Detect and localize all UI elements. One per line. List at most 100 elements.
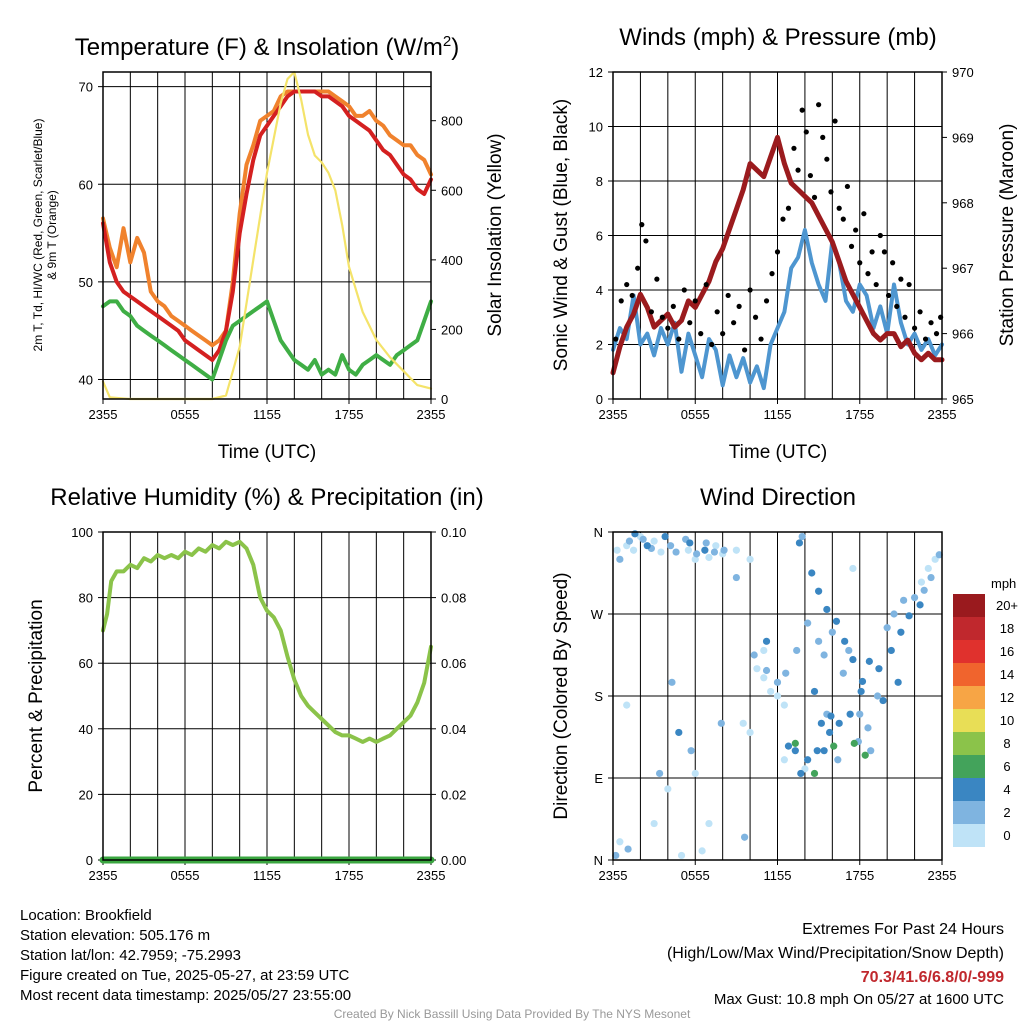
winds-point	[670, 303, 676, 309]
direction-point	[661, 532, 669, 541]
direction-point	[762, 666, 771, 675]
winds-point	[703, 281, 709, 288]
temperature-series-line	[101, 89, 433, 348]
direction-point	[767, 687, 775, 696]
direction-point	[823, 605, 831, 614]
direction-y-tick-label: N	[594, 525, 603, 540]
direction-point	[710, 548, 719, 556]
direction-point	[916, 601, 924, 609]
winds-point	[832, 118, 838, 124]
humidity-plot-frame	[102, 531, 432, 861]
direction-y-tick-label: N	[594, 853, 603, 868]
legend-label: 2	[1003, 805, 1010, 820]
legend-swatch	[953, 663, 985, 686]
direction-point	[672, 548, 680, 556]
direction-point	[675, 728, 683, 737]
winds-point	[676, 336, 682, 342]
extremes-values: 70.3/41.6/6.8/0/-999	[860, 969, 1004, 986]
temperature-plot-frame	[102, 71, 432, 400]
direction-point	[720, 546, 728, 554]
direction-point	[887, 646, 895, 655]
winds-plot-frame	[612, 71, 943, 400]
direction-point	[849, 564, 857, 573]
temperature-x-tick-label: 0555	[171, 407, 200, 422]
temperature-y2-tick-label: 200	[441, 322, 463, 337]
direction-point	[810, 769, 819, 778]
winds-y-tick-label: 0	[596, 392, 603, 407]
direction-point	[629, 546, 638, 554]
temperature-y-axis-label-line2: & 9m T (Orange)	[45, 190, 59, 280]
direction-point	[864, 724, 872, 732]
humidity-y-tick-label: 0	[86, 853, 93, 868]
winds-point	[799, 107, 805, 113]
winds-point	[659, 314, 665, 320]
direction-point	[773, 692, 782, 700]
direction-point	[691, 769, 699, 778]
winds-point	[665, 325, 671, 331]
temperature-x-tick-label: 2355	[417, 407, 446, 422]
winds-y2-tick-label: 969	[952, 130, 974, 145]
winds-x-tick-label: 1155	[764, 407, 792, 422]
humidity-x-tick-label: 0555	[171, 868, 200, 883]
winds-point	[803, 129, 809, 135]
legend-unit: mph	[991, 576, 1016, 591]
winds-point	[758, 336, 764, 342]
winds-y-tick-label: 6	[596, 229, 603, 244]
direction-x-tick-label: 2355	[599, 868, 628, 883]
winds-point	[933, 331, 940, 337]
direction-point	[664, 785, 672, 793]
legend-swatch	[953, 755, 985, 778]
winds-y2-tick-label: 965	[952, 392, 974, 407]
temperature-series-line	[101, 70, 433, 401]
legend-label: 14	[1000, 667, 1014, 682]
direction-point	[795, 539, 804, 547]
humidity-y-tick-label: 40	[79, 722, 93, 737]
direction-point	[856, 710, 864, 718]
direction-point	[849, 655, 857, 664]
direction-point	[834, 756, 842, 764]
legend-swatch	[953, 594, 985, 617]
winds-point	[618, 298, 624, 304]
direction-x-tick-label: 0555	[681, 868, 710, 883]
legend-label: 10	[1000, 713, 1014, 728]
direction-point	[616, 555, 624, 563]
winds-point	[698, 331, 704, 337]
temperature-y-axis-label-line1: 2m T, Td, HI/WC (Red, Green, Scarlet/Blu…	[31, 119, 45, 352]
temperature-y-tick-label: 70	[79, 80, 93, 95]
humidity-y-tick-label: 100	[71, 525, 93, 540]
direction-point	[865, 657, 873, 665]
legend-label: 6	[1003, 759, 1010, 774]
direction-point	[623, 701, 631, 709]
winds-point	[902, 314, 908, 320]
legend-swatch	[953, 640, 985, 663]
winds-point	[811, 194, 818, 200]
temperature-y2-tick-label: 0	[441, 392, 448, 407]
legend-swatch	[953, 709, 985, 732]
winds-point	[635, 265, 641, 271]
direction-point	[810, 687, 819, 696]
winds-y2-tick-label: 970	[952, 65, 974, 80]
temperature-x-tick-label: 2355	[89, 407, 118, 422]
legend-label: 4	[1003, 782, 1010, 797]
direction-point	[616, 838, 624, 846]
temperature-y2-axis-label: Solar Insolation (Yellow)	[485, 133, 506, 336]
direction-point	[797, 769, 805, 778]
direction-point	[760, 646, 768, 655]
winds-point	[648, 309, 654, 315]
winds-series-line	[610, 134, 945, 376]
direction-panel-title: Wind Direction	[700, 484, 856, 511]
humidity-y-tick-label: 20	[79, 787, 93, 802]
direction-point	[804, 619, 812, 627]
winds-point	[820, 134, 826, 140]
direction-point	[741, 833, 749, 841]
temperature-y-tick-label: 60	[79, 177, 93, 192]
direction-point	[698, 847, 706, 855]
winds-plot: 0 2 4 6 8 10 12 965 966 967 968 969 970 2355 0555 1155 1…	[589, 65, 974, 422]
winds-point	[844, 183, 851, 190]
direction-point	[830, 742, 838, 750]
temperature-plot: 40 50 60 70 0 200 400 600 800 2355 0555 1155 1755 235…	[79, 70, 463, 422]
legend-label: 20+	[996, 598, 1018, 613]
humidity-plot: 0 20 40 60 80 100 0.00 0.02 0.04 0.06 0.08 0.10 2355…	[71, 525, 466, 883]
legend-swatch	[953, 824, 985, 847]
